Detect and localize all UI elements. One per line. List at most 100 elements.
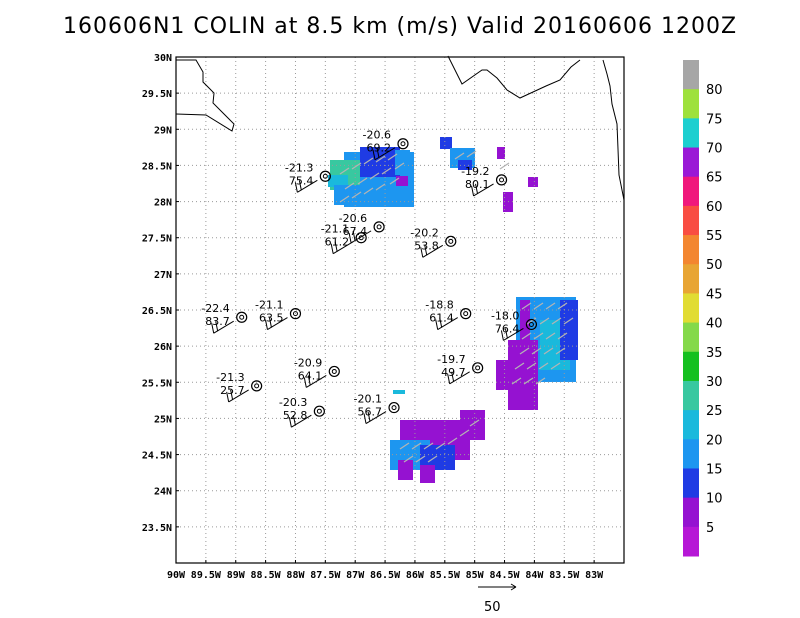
wind-vector bbox=[459, 429, 470, 437]
station-plot: -18.861.4 bbox=[425, 299, 472, 331]
station-plot: -19.280.1 bbox=[461, 165, 508, 197]
color-bar-label: 70 bbox=[706, 142, 723, 157]
wind-vector bbox=[519, 347, 530, 355]
station-plot: -20.964.1 bbox=[294, 356, 340, 388]
wind-speed-block bbox=[520, 300, 530, 340]
wind-vector bbox=[357, 177, 368, 185]
lat-tick-label: 27.5N bbox=[142, 234, 172, 245]
wind-barb-staff bbox=[473, 183, 494, 197]
map-frame bbox=[175, 56, 625, 564]
wind-vector bbox=[551, 317, 562, 325]
station-ring bbox=[313, 405, 325, 417]
station-center bbox=[391, 405, 397, 411]
station-height: 56.7 bbox=[358, 406, 383, 419]
wind-speed-block bbox=[528, 177, 538, 187]
coastline-west bbox=[175, 59, 235, 132]
lon-tick-label: 83W bbox=[585, 570, 604, 581]
station-ring bbox=[388, 401, 400, 414]
station-plot: -21.375.4 bbox=[285, 161, 331, 193]
lat-lon-grid bbox=[176, 57, 624, 563]
wind-barb-flag bbox=[504, 328, 508, 339]
wind-vector bbox=[511, 377, 522, 385]
station-temperature: -21.1 bbox=[255, 299, 283, 312]
wind-vector bbox=[375, 183, 386, 191]
wind-barb-flag bbox=[451, 371, 455, 382]
wind-barb-staff bbox=[437, 317, 458, 331]
lon-tick-label: 85.5W bbox=[430, 570, 461, 581]
station-ring bbox=[525, 318, 538, 331]
wind-barb-flag bbox=[330, 243, 334, 254]
wind-vector bbox=[415, 455, 426, 463]
wind-barb-flag bbox=[348, 232, 352, 243]
wind-vector bbox=[523, 377, 534, 385]
station-plot: -22.483.7 bbox=[201, 302, 248, 334]
station-center bbox=[331, 368, 337, 374]
station-temperature: -20.1 bbox=[354, 393, 382, 406]
lon-tick-label: 87.5W bbox=[310, 570, 341, 581]
lon-tick-label: 88W bbox=[286, 570, 305, 581]
station-height: 52.8 bbox=[283, 409, 308, 422]
station-height: 61.4 bbox=[429, 312, 454, 325]
color-bar-label: 10 bbox=[706, 492, 723, 507]
wind-barb-staff bbox=[503, 328, 524, 341]
wind-vector bbox=[454, 152, 465, 160]
color-bar-swatch bbox=[683, 497, 699, 528]
wind-vector bbox=[533, 302, 544, 310]
color-bar-swatch bbox=[683, 351, 699, 382]
wind-vector bbox=[545, 332, 556, 340]
wind-barb-staff bbox=[350, 230, 372, 244]
coastline-north bbox=[447, 55, 581, 99]
wind-vector bbox=[514, 362, 525, 370]
wind-barb-flag bbox=[372, 149, 376, 160]
station-plot: -19.749.7 bbox=[437, 353, 484, 385]
station-center bbox=[448, 238, 454, 244]
lat-tick-label: 25N bbox=[154, 414, 172, 425]
color-bar-label: 35 bbox=[706, 346, 723, 361]
station-plot: -21.163.5 bbox=[255, 299, 302, 331]
wind-vector bbox=[526, 317, 537, 325]
color-bar-label: 40 bbox=[706, 317, 723, 332]
station-height: 69.2 bbox=[366, 142, 391, 155]
station-center bbox=[358, 235, 364, 241]
color-bar-label: 15 bbox=[706, 462, 723, 477]
wind-vector bbox=[469, 419, 480, 427]
map-title: 160606N1 COLIN at 8.5 km (m/s) Valid 201… bbox=[62, 14, 738, 39]
wind-vector bbox=[375, 155, 386, 163]
wind-vector bbox=[557, 302, 568, 310]
lon-tick-label: 87W bbox=[346, 570, 365, 581]
station-ring bbox=[251, 380, 263, 392]
color-bar-label: 80 bbox=[706, 83, 723, 98]
wind-vector bbox=[399, 442, 410, 450]
color-bar: 80 75 70 65 60 55 50 45 40 35 30 25 20 15 10 5 bbox=[683, 60, 723, 557]
wind-vector bbox=[543, 347, 554, 355]
wind-vector bbox=[563, 317, 574, 325]
station-center bbox=[292, 311, 298, 317]
station-ring bbox=[289, 308, 302, 320]
wind-barb-flag bbox=[264, 319, 268, 330]
color-bar-swatch bbox=[683, 205, 699, 236]
wind-barb-flag bbox=[226, 391, 230, 402]
color-bar-swatch bbox=[683, 410, 699, 440]
wind-vector bbox=[545, 302, 556, 310]
station-plots: -20.669.2-21.375.4-19.280.1-20.667.4-21.… bbox=[201, 129, 538, 428]
station-plot: -21.161.2 bbox=[321, 223, 367, 255]
station-center bbox=[239, 314, 245, 320]
station-temperature: -20.3 bbox=[279, 396, 307, 409]
wind-speed-block bbox=[393, 390, 405, 394]
wind-barb-staff bbox=[228, 389, 249, 403]
color-bar-swatch bbox=[683, 235, 699, 265]
station-height: 25.7 bbox=[220, 384, 245, 397]
wind-barb-flag bbox=[268, 317, 272, 328]
wind-vector bbox=[339, 195, 350, 203]
wind-barb-flag bbox=[288, 417, 292, 428]
color-bar-swatch bbox=[683, 468, 699, 499]
color-bar-swatch bbox=[683, 322, 699, 353]
wind-barb-staff bbox=[449, 371, 470, 385]
wind-barb-staff bbox=[213, 320, 234, 334]
wind-barb-flag bbox=[307, 375, 311, 386]
lon-tick-label: 83.5W bbox=[549, 570, 580, 581]
lat-tick-label: 26N bbox=[154, 342, 172, 353]
wind-vector bbox=[389, 177, 400, 185]
station-ring bbox=[460, 308, 472, 320]
